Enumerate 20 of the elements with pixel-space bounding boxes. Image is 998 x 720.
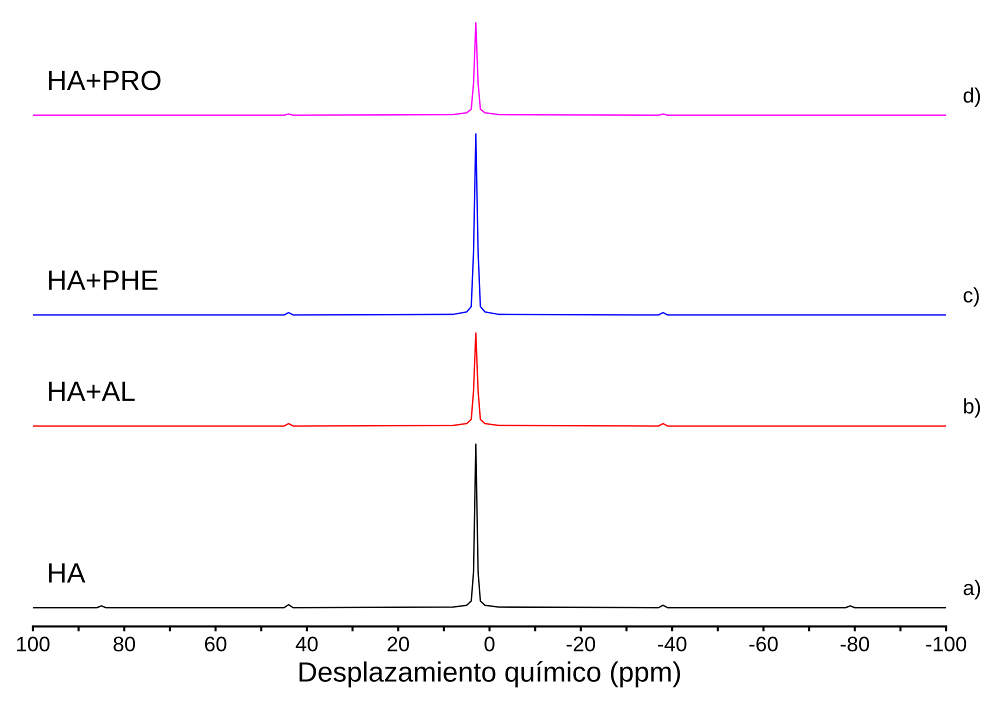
x-axis-title: Desplazamiento químico (ppm) xyxy=(300,661,680,688)
x-tick-label: 80 xyxy=(114,636,136,652)
text: c) xyxy=(964,287,979,307)
x-tick-label: 0 xyxy=(484,636,494,652)
text: b) xyxy=(964,398,980,418)
series-label: HA+AL xyxy=(49,382,135,401)
x-tick-label: 100 xyxy=(17,636,50,652)
x-tick-label: -20 xyxy=(566,636,596,652)
x-tick-label: -60 xyxy=(749,636,778,652)
text: d) xyxy=(964,87,980,107)
series-label: HA xyxy=(49,563,86,582)
x-tick-label: 40 xyxy=(296,636,318,652)
series-label: HA+PHE xyxy=(49,270,158,290)
text: a) xyxy=(964,580,980,600)
x-tick-label: -100 xyxy=(926,636,966,652)
x-tick-label: -80 xyxy=(840,636,870,652)
x-tick-label: 60 xyxy=(205,636,226,652)
x-tick-label: 20 xyxy=(388,636,409,652)
series-label: HA+PRO xyxy=(49,70,160,90)
x-tick-label: -40 xyxy=(658,636,686,652)
